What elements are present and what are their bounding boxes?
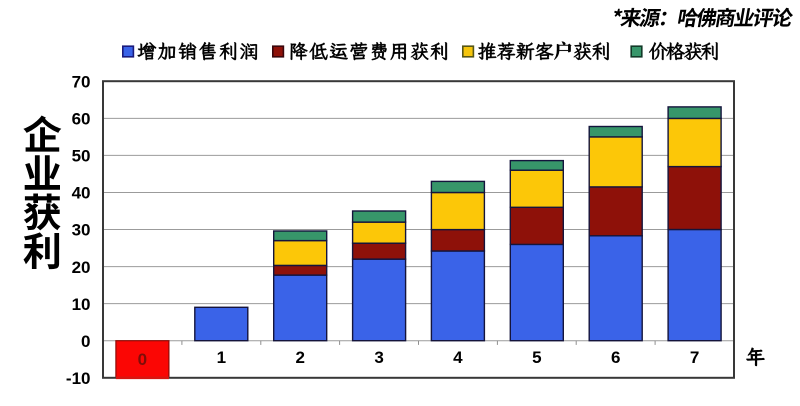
svg-text:0: 0 bbox=[138, 350, 147, 369]
svg-text:1: 1 bbox=[217, 348, 226, 367]
svg-text:70: 70 bbox=[72, 73, 91, 92]
svg-text:40: 40 bbox=[72, 184, 91, 203]
svg-text:2: 2 bbox=[295, 348, 304, 367]
svg-text:50: 50 bbox=[72, 147, 91, 166]
svg-text:6: 6 bbox=[611, 348, 620, 367]
svg-text:0: 0 bbox=[81, 332, 90, 351]
svg-text:7: 7 bbox=[690, 348, 699, 367]
svg-text:3: 3 bbox=[374, 348, 383, 367]
svg-text:10: 10 bbox=[72, 295, 91, 314]
svg-text:60: 60 bbox=[72, 110, 91, 129]
svg-text:4: 4 bbox=[453, 348, 463, 367]
svg-text:5: 5 bbox=[532, 348, 541, 367]
svg-text:-10: -10 bbox=[66, 369, 91, 388]
svg-text:30: 30 bbox=[72, 221, 91, 240]
svg-text:20: 20 bbox=[72, 258, 91, 277]
